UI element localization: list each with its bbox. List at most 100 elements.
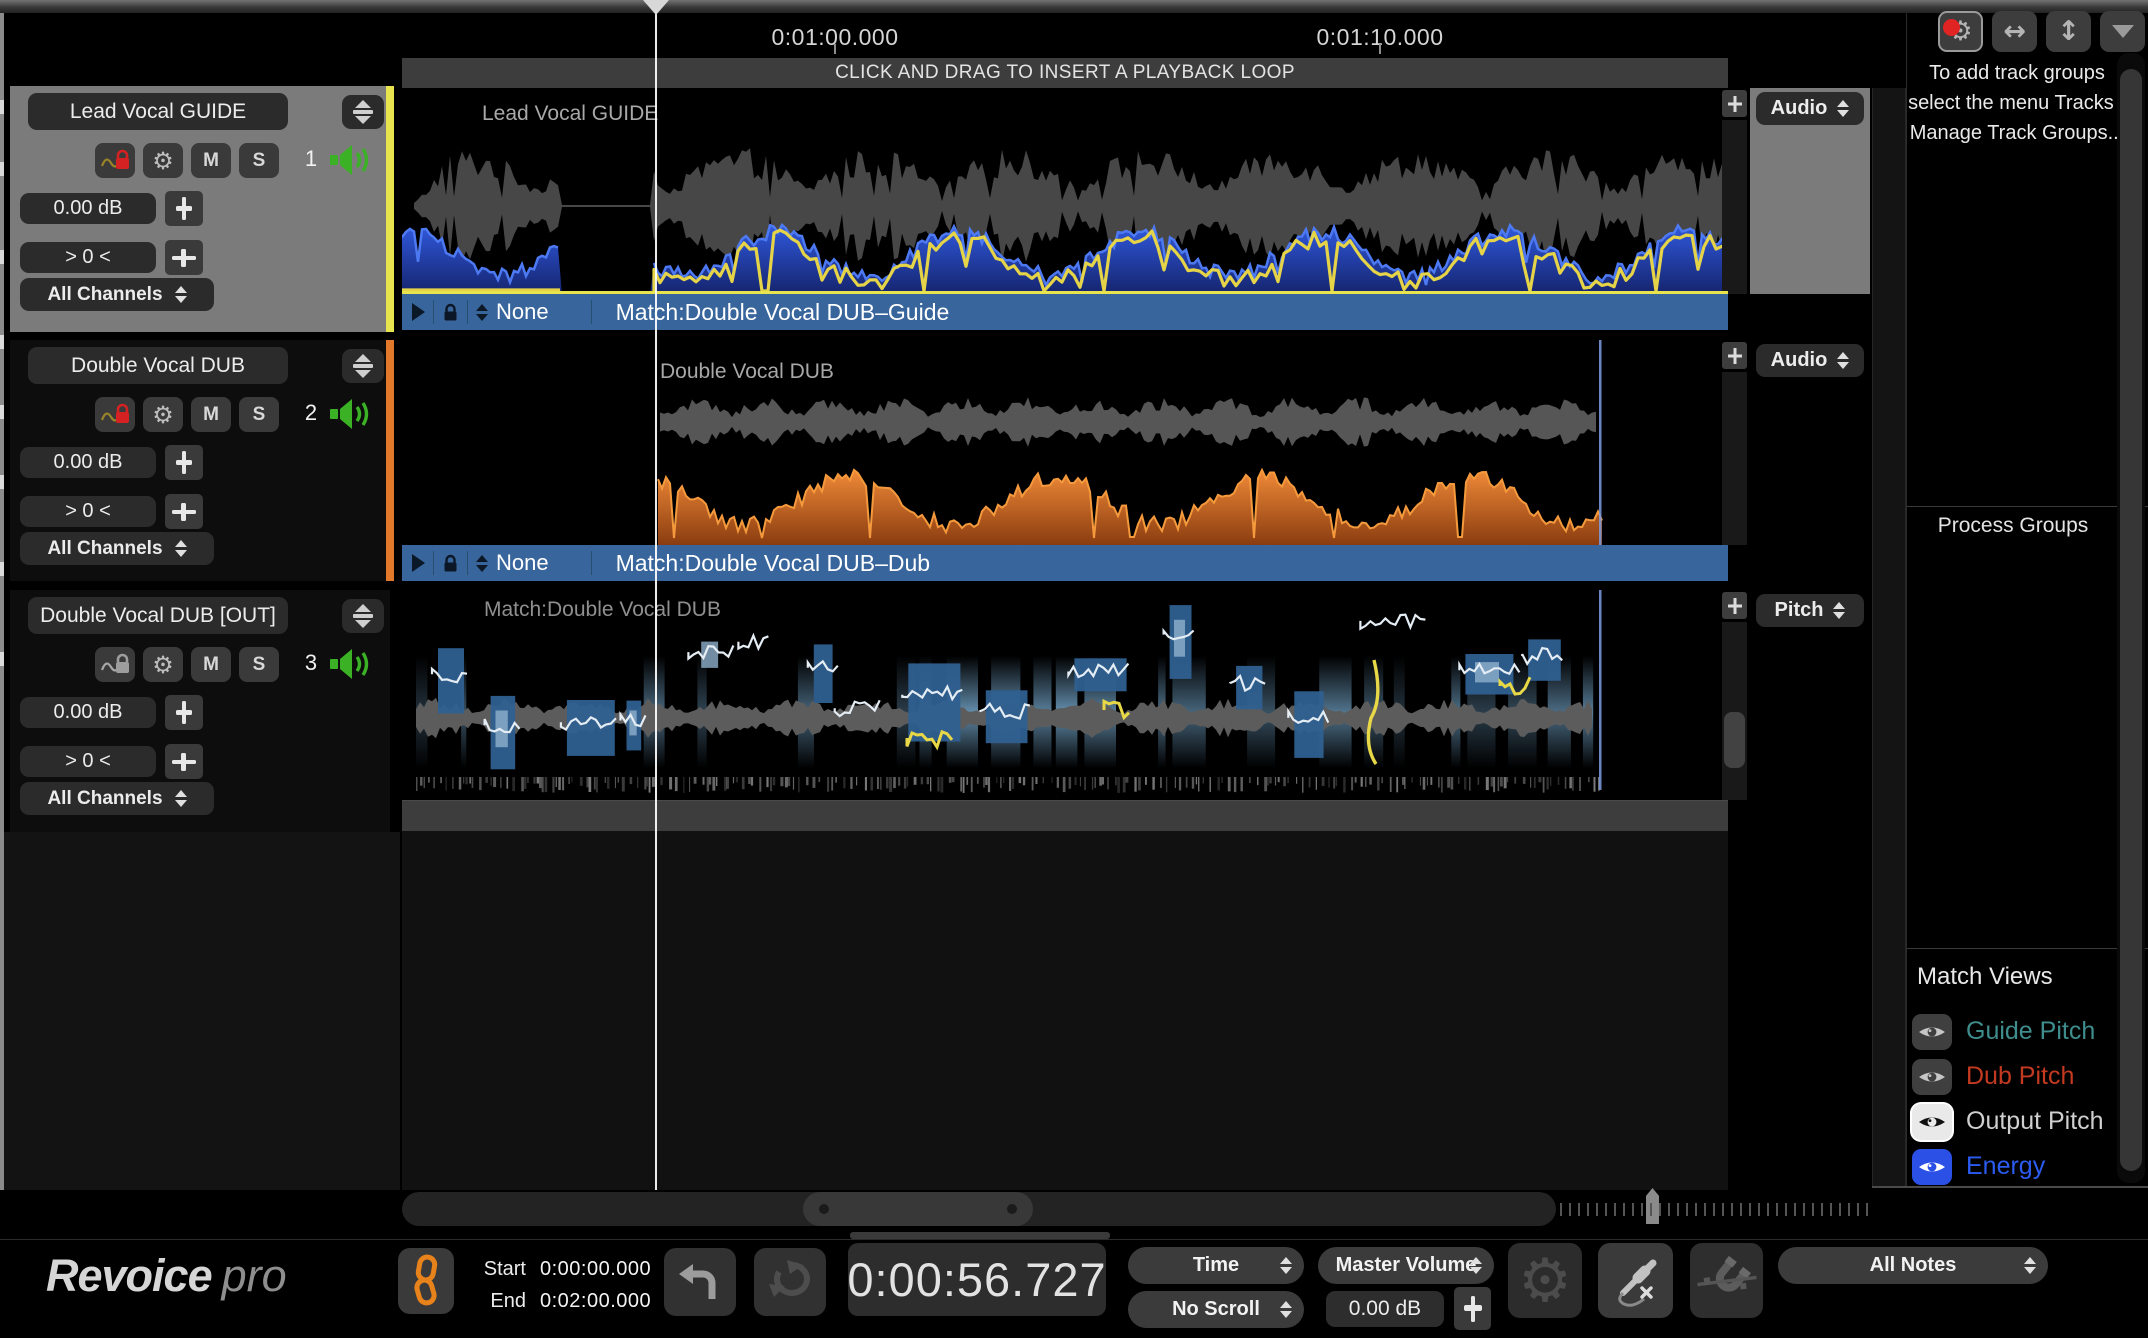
- updown-spinner-icon[interactable]: [476, 303, 488, 321]
- track-resize-button[interactable]: [342, 599, 384, 633]
- zoom-ruler-tick: [1704, 1203, 1706, 1216]
- channels-dropdown[interactable]: All Channels: [20, 782, 214, 815]
- redo-button[interactable]: [754, 1248, 826, 1316]
- expand-horizontal-button[interactable]: ↔: [1992, 11, 2037, 52]
- dropdown-menu-button[interactable]: [2100, 11, 2145, 52]
- track-pan-field[interactable]: > 0 <: [20, 242, 156, 273]
- track-name-field[interactable]: Double Vocal DUB [OUT]: [28, 597, 288, 634]
- waveform-lock-icon[interactable]: [95, 143, 135, 178]
- track-gain-field[interactable]: 0.00 dB: [20, 447, 156, 478]
- updown-spinner-icon[interactable]: [476, 554, 488, 572]
- track-settings-gear-icon[interactable]: ⚙: [143, 397, 183, 432]
- waveform-unlock-icon[interactable]: [95, 647, 135, 682]
- speaker-icon[interactable]: [328, 645, 380, 688]
- audio-io-button[interactable]: [1598, 1243, 1673, 1318]
- lock-icon[interactable]: [442, 302, 459, 323]
- match-view-label: Dub Pitch: [1966, 1062, 2075, 1090]
- panel-scrollbar-thumb[interactable]: [2120, 69, 2142, 1171]
- playhead-marker[interactable]: [643, 0, 669, 15]
- solo-button[interactable]: S: [239, 397, 279, 432]
- lane-scrollbar-thumb[interactable]: [1724, 712, 1745, 768]
- track-resize-button[interactable]: [342, 349, 384, 383]
- panel-scrollbar[interactable]: [2117, 53, 2145, 1183]
- lane-pitch-match-view[interactable]: Match:Double Vocal DUB: [402, 590, 1728, 802]
- lane-type-dropdown[interactable]: Audio: [1756, 344, 1864, 377]
- undo-button[interactable]: [664, 1248, 736, 1316]
- play-icon[interactable]: [412, 554, 425, 572]
- play-icon[interactable]: [412, 303, 425, 321]
- channels-dropdown[interactable]: All Channels: [20, 278, 214, 311]
- add-gain-fader-button[interactable]: [165, 191, 203, 226]
- eye-icon[interactable]: [1912, 1103, 1952, 1140]
- lane-type-dropdown[interactable]: Audio: [1756, 92, 1864, 125]
- add-gain-fader-button[interactable]: [165, 695, 203, 730]
- expand-vertical-button[interactable]: ↕: [2046, 11, 2091, 52]
- master-fader-button[interactable]: [1454, 1287, 1491, 1330]
- track-settings-gear-icon[interactable]: ⚙: [143, 647, 183, 682]
- process-settings-gear-icon[interactable]: ⚙: [1508, 1243, 1582, 1318]
- speaker-icon[interactable]: [328, 395, 380, 438]
- master-volume-dropdown[interactable]: Master Volume: [1318, 1247, 1494, 1284]
- end-value[interactable]: 0:02:00.000: [540, 1290, 652, 1312]
- speaker-icon[interactable]: [328, 141, 380, 184]
- waveform-lock-icon[interactable]: [95, 397, 135, 432]
- start-value[interactable]: 0:00:00.000: [540, 1258, 652, 1280]
- horizontal-scrollbar[interactable]: [402, 1192, 1556, 1226]
- track-resize-button[interactable]: [342, 95, 384, 129]
- updown-spinner-icon: [1833, 602, 1846, 619]
- add-lane-button[interactable]: [1722, 342, 1747, 369]
- add-lane-button[interactable]: [1722, 90, 1747, 117]
- match-mode-selector[interactable]: None: [496, 550, 549, 575]
- settings-alert-button[interactable]: ⚙: [1938, 11, 1983, 52]
- lane-guide-waveform[interactable]: Lead Vocal GUIDE: [402, 88, 1728, 294]
- track-pan-field[interactable]: > 0 <: [20, 496, 156, 527]
- playhead-line[interactable]: [655, 13, 657, 1190]
- solo-button[interactable]: S: [239, 143, 279, 178]
- mute-button[interactable]: M: [191, 397, 231, 432]
- lane-scrollbar[interactable]: [1722, 622, 1747, 800]
- lane-scrollbar[interactable]: [1722, 372, 1747, 545]
- track-pan-field[interactable]: > 0 <: [20, 746, 156, 777]
- lock-icon[interactable]: [442, 553, 459, 574]
- time-mode-dropdown[interactable]: Time: [1128, 1247, 1304, 1284]
- lane-scrollbar[interactable]: [1722, 120, 1747, 294]
- track-gain-field[interactable]: 0.00 dB: [20, 697, 156, 728]
- eye-icon[interactable]: [1912, 1148, 1952, 1185]
- match-process-bar-2[interactable]: None Match:Double Vocal DUB–Dub: [402, 545, 1728, 581]
- main-time-display[interactable]: 0:00:56.727: [847, 1243, 1106, 1316]
- lane-type-dropdown[interactable]: Pitch: [1756, 594, 1864, 627]
- track-name-field[interactable]: Double Vocal DUB: [28, 347, 288, 384]
- playback-loop-bar[interactable]: CLICK AND DRAG TO INSERT A PLAYBACK LOOP: [402, 58, 1728, 89]
- mute-button[interactable]: M: [191, 143, 231, 178]
- add-pan-fader-button[interactable]: [165, 240, 203, 275]
- match-view-row: Output Pitch: [1907, 1099, 2117, 1144]
- mute-button[interactable]: M: [191, 647, 231, 682]
- solo-button[interactable]: S: [239, 647, 279, 682]
- groups-side-panel: To add track groups select the menu Trac…: [1906, 13, 2148, 1186]
- eye-icon[interactable]: [1912, 1013, 1952, 1050]
- lane-dub-waveform[interactable]: Double Vocal DUB: [402, 340, 1728, 545]
- channels-dropdown[interactable]: All Channels: [20, 532, 214, 565]
- divider: [590, 300, 592, 324]
- link-button[interactable]: [398, 1248, 454, 1314]
- scroll-mode-dropdown[interactable]: No Scroll: [1128, 1291, 1304, 1328]
- add-gain-fader-button[interactable]: [165, 445, 203, 480]
- zoom-slider-thumb[interactable]: [1646, 1188, 1659, 1224]
- notes-filter-dropdown[interactable]: All Notes: [1778, 1247, 2048, 1284]
- loop-bar-hint: CLICK AND DRAG TO INSERT A PLAYBACK LOOP: [835, 62, 1295, 83]
- track-area-scrollbar[interactable]: [1872, 88, 1906, 1186]
- track-gain-field[interactable]: 0.00 dB: [20, 193, 156, 224]
- add-pan-fader-button[interactable]: [165, 494, 203, 529]
- track-name-field[interactable]: Lead Vocal GUIDE: [28, 93, 288, 130]
- add-pan-fader-button[interactable]: [165, 744, 203, 779]
- master-gain-field[interactable]: 0.00 dB: [1326, 1291, 1444, 1327]
- empty-lane-area: [402, 830, 1728, 1190]
- add-lane-button[interactable]: [1722, 592, 1747, 619]
- eye-icon[interactable]: [1912, 1058, 1952, 1095]
- snap-magnet-button[interactable]: [1690, 1243, 1763, 1318]
- horizontal-scrollbar-thumb[interactable]: [803, 1192, 1033, 1226]
- divider: [433, 300, 434, 324]
- track-settings-gear-icon[interactable]: ⚙: [143, 143, 183, 178]
- match-process-bar-1[interactable]: None Match:Double Vocal DUB–Guide: [402, 294, 1728, 330]
- match-mode-selector[interactable]: None: [496, 299, 549, 324]
